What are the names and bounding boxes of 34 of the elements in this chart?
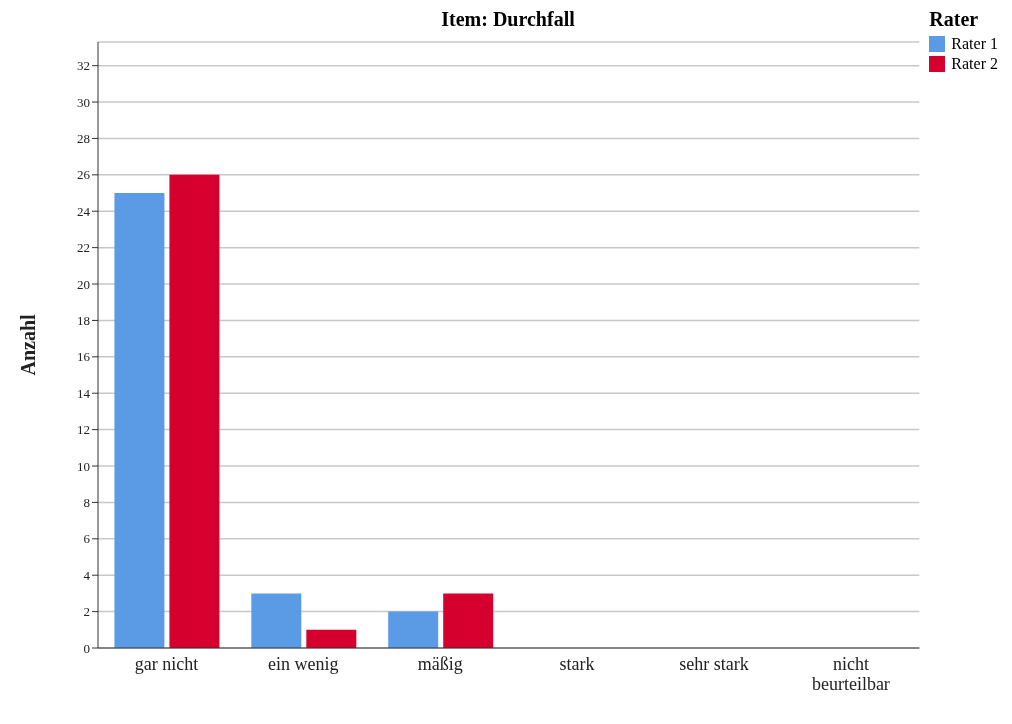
y-tick-label: 18 — [77, 313, 90, 329]
y-axis-title: Anzahl — [17, 314, 40, 376]
y-tick-label: 8 — [83, 495, 90, 511]
bar — [443, 593, 494, 648]
x-tick-label: ein wenig — [268, 654, 339, 674]
y-tick-label: 2 — [83, 604, 90, 620]
y-tick-label: 32 — [77, 58, 90, 74]
chart-title: Item: Durchfall — [441, 8, 575, 30]
y-tick-label: 20 — [77, 276, 90, 292]
bar — [114, 193, 165, 648]
y-tick-label: 26 — [77, 167, 91, 183]
y-tick-label: 24 — [77, 203, 91, 219]
x-tick-label: nicht beurteilbar — [811, 654, 890, 694]
x-tick-label: gar nicht — [134, 654, 199, 674]
y-tick-label: 6 — [83, 531, 91, 547]
y-tick-label: 12 — [77, 422, 90, 438]
x-tick-label: sehr stark — [679, 654, 749, 674]
bar — [169, 174, 220, 648]
legend-label: Rater 1 — [950, 35, 998, 53]
legend-label: Rater 2 — [950, 55, 998, 73]
bar — [251, 593, 302, 648]
y-tick-label: 14 — [77, 385, 91, 401]
y-tick-label: 10 — [77, 458, 90, 474]
y-tick-label: 4 — [83, 567, 91, 583]
y-tick-label: 30 — [77, 94, 90, 110]
x-tick-label: stark — [559, 654, 595, 674]
bar — [306, 629, 357, 648]
y-tick-label: 22 — [77, 240, 90, 256]
y-tick-label: 16 — [77, 349, 91, 365]
x-tick-label: mäßig — [417, 654, 463, 674]
bar — [388, 611, 439, 648]
y-tick-label: 0 — [83, 640, 90, 656]
y-tick-label: 28 — [77, 131, 90, 147]
legend-title: Rater — [929, 8, 980, 31]
